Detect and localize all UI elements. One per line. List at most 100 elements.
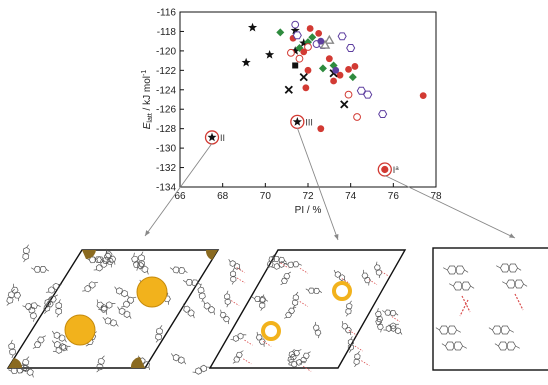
y-tick-label: -124 — [156, 85, 176, 96]
data-point — [381, 165, 389, 174]
molecule — [11, 283, 22, 302]
data-point — [207, 132, 217, 142]
molecule-network — [219, 254, 403, 372]
data-point — [287, 48, 295, 57]
molecule — [51, 330, 67, 343]
molecule — [488, 325, 514, 335]
data-point — [363, 90, 373, 99]
molecule — [435, 325, 461, 335]
molecule — [449, 281, 475, 291]
data-point — [340, 100, 349, 109]
panel-structure-III — [208, 249, 407, 372]
molecule — [102, 316, 119, 327]
molecule — [22, 362, 34, 378]
molecule — [375, 315, 384, 333]
molecule — [285, 261, 302, 268]
x-tick-label: 76 — [388, 191, 400, 202]
data-point — [317, 37, 325, 45]
molecule — [271, 261, 288, 270]
molecule — [232, 350, 244, 364]
molecule-network — [6, 244, 216, 378]
data-point — [284, 85, 293, 94]
y-tick-label: -118 — [157, 27, 177, 38]
molecule — [312, 321, 322, 339]
unit-cell-outline — [432, 247, 548, 371]
data-point — [299, 38, 309, 47]
molecule — [117, 306, 132, 319]
hydrogen-bond — [368, 279, 378, 285]
molecule — [45, 282, 63, 294]
molecule — [284, 306, 297, 319]
data-point — [299, 73, 308, 82]
molecule — [443, 265, 469, 275]
molecule — [182, 279, 201, 287]
molecule — [22, 244, 30, 263]
molecule — [259, 294, 266, 311]
data-point — [336, 71, 344, 79]
x-tick-label: 78 — [430, 191, 442, 202]
data-point — [318, 64, 327, 73]
data-point — [292, 31, 302, 40]
molecule — [52, 343, 71, 354]
data-point — [304, 43, 312, 51]
molecule — [280, 271, 292, 286]
data-point — [319, 39, 331, 49]
x-tick-label: 68 — [217, 191, 229, 202]
callout-line — [144, 143, 213, 237]
data-point — [345, 65, 352, 73]
molecule — [255, 331, 266, 347]
molecule — [32, 335, 46, 349]
data-point — [325, 55, 333, 63]
y-tick-label: -116 — [157, 8, 177, 19]
molecule — [224, 290, 231, 308]
data-point — [290, 46, 300, 55]
data-point — [306, 25, 314, 32]
x-tick-label: 72 — [302, 191, 314, 202]
corner-void — [8, 358, 23, 368]
hydrogen-bond — [381, 271, 390, 277]
molecule — [230, 268, 237, 285]
data-point — [378, 110, 388, 119]
y-tick-label: -134 — [156, 183, 176, 194]
data-point — [315, 29, 323, 37]
molecule — [270, 255, 287, 264]
y-tick-label: -130 — [156, 144, 176, 155]
molecule — [6, 288, 15, 306]
hydrogen-bond — [299, 267, 309, 274]
molecule — [502, 279, 528, 289]
void-sphere — [136, 276, 168, 308]
molecule — [96, 299, 108, 315]
data-point — [317, 125, 325, 133]
callout-arrowhead — [145, 230, 151, 236]
data-point — [291, 20, 300, 29]
molecule — [192, 364, 211, 375]
molecule — [288, 359, 306, 368]
corner-void — [205, 250, 218, 260]
hydrogen-bond — [302, 366, 312, 372]
data-point — [330, 77, 337, 85]
data-point — [346, 44, 356, 52]
void-sphere — [64, 314, 96, 346]
data-point — [295, 54, 304, 63]
molecule — [292, 291, 299, 308]
data-point — [276, 28, 285, 37]
data-point — [348, 73, 357, 82]
molecule — [341, 320, 352, 336]
data-point — [308, 33, 317, 42]
molecule — [182, 303, 195, 319]
data-point — [351, 63, 359, 70]
y-tick-label: -128 — [156, 124, 176, 135]
y-axis-label: Elatt / kJ mol-1 — [141, 70, 154, 130]
molecule — [382, 309, 399, 317]
molecule — [103, 249, 114, 268]
data-point — [247, 22, 258, 32]
data-point — [302, 84, 310, 92]
data-point — [300, 48, 308, 56]
molecule — [496, 263, 522, 273]
panel-structure-I — [432, 247, 548, 371]
molecule — [388, 324, 403, 335]
molecule — [121, 296, 137, 308]
molecule-network — [435, 263, 528, 351]
